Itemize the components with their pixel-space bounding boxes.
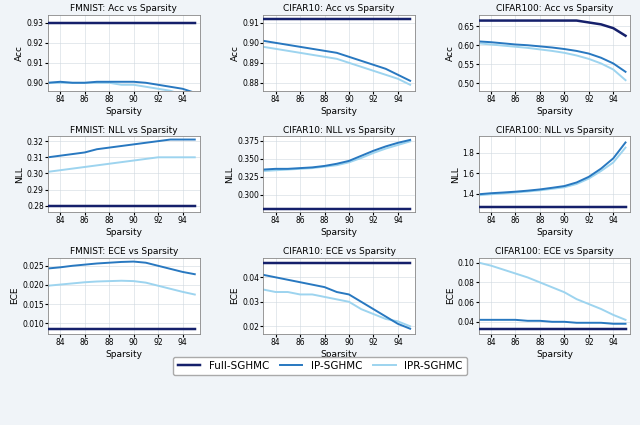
Title: CIFAR10: NLL vs Sparsity: CIFAR10: NLL vs Sparsity	[283, 126, 396, 135]
Y-axis label: ECE: ECE	[230, 287, 239, 304]
Y-axis label: ECE: ECE	[10, 287, 19, 304]
X-axis label: Sparsity: Sparsity	[106, 107, 142, 116]
Y-axis label: Acc: Acc	[446, 45, 455, 61]
X-axis label: Sparsity: Sparsity	[321, 350, 358, 359]
Title: CIFAR100: NLL vs Sparsity: CIFAR100: NLL vs Sparsity	[495, 126, 614, 135]
Y-axis label: Acc: Acc	[15, 45, 24, 61]
Legend: Full-SGHMC, IP-SGHMC, IPR-SGHMC: Full-SGHMC, IP-SGHMC, IPR-SGHMC	[173, 357, 467, 375]
Title: FMNIST: ECE vs Sparsity: FMNIST: ECE vs Sparsity	[70, 247, 178, 256]
Title: FMNIST: NLL vs Sparsity: FMNIST: NLL vs Sparsity	[70, 126, 178, 135]
Title: CIFAR10: ECE vs Sparsity: CIFAR10: ECE vs Sparsity	[283, 247, 396, 256]
Y-axis label: NLL: NLL	[15, 166, 24, 183]
X-axis label: Sparsity: Sparsity	[106, 228, 142, 237]
Y-axis label: Acc: Acc	[230, 45, 239, 61]
Y-axis label: ECE: ECE	[446, 287, 455, 304]
X-axis label: Sparsity: Sparsity	[536, 350, 573, 359]
Title: CIFAR10: Acc vs Sparsity: CIFAR10: Acc vs Sparsity	[284, 4, 395, 14]
X-axis label: Sparsity: Sparsity	[321, 107, 358, 116]
Title: FMNIST: Acc vs Sparsity: FMNIST: Acc vs Sparsity	[70, 4, 177, 14]
Title: CIFAR100: ECE vs Sparsity: CIFAR100: ECE vs Sparsity	[495, 247, 614, 256]
X-axis label: Sparsity: Sparsity	[536, 228, 573, 237]
Title: CIFAR100: Acc vs Sparsity: CIFAR100: Acc vs Sparsity	[496, 4, 613, 14]
X-axis label: Sparsity: Sparsity	[536, 107, 573, 116]
X-axis label: Sparsity: Sparsity	[106, 350, 142, 359]
X-axis label: Sparsity: Sparsity	[321, 228, 358, 237]
Y-axis label: NLL: NLL	[225, 166, 234, 183]
Y-axis label: NLL: NLL	[451, 166, 460, 183]
